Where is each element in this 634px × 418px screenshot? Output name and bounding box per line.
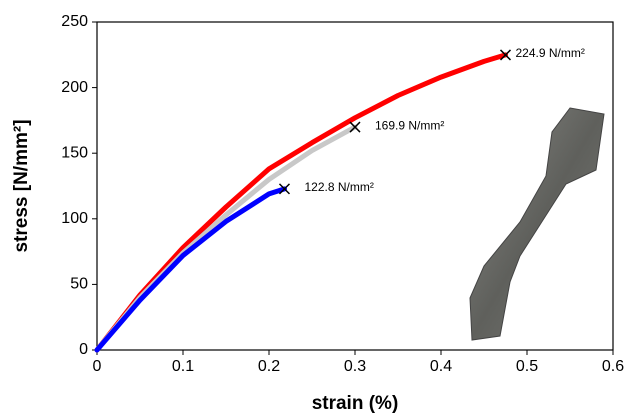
end-marker	[278, 183, 291, 195]
y-tick-label: 150	[61, 144, 88, 161]
specimen-photo	[469, 107, 605, 341]
annotation-label: 122.8 N/mm²	[304, 180, 373, 194]
end-marker	[499, 49, 512, 61]
x-tick-label: 0.2	[258, 358, 280, 375]
x-tick-label: 0.3	[344, 358, 366, 375]
y-tick-label: 50	[70, 276, 88, 293]
series-line	[94, 186, 287, 353]
y-tick-label: 100	[61, 210, 88, 227]
x-tick-label: 0.6	[602, 358, 624, 375]
series-line	[94, 52, 508, 353]
y-tick-label: 250	[61, 13, 88, 30]
x-tick-label: 0.5	[516, 358, 538, 375]
y-axis-label: stress [N/mm²]	[11, 119, 32, 252]
annotation-label: 169.9 N/mm²	[375, 118, 444, 132]
x-tick-label: 0.1	[172, 358, 194, 375]
y-tick-label: 0	[79, 341, 88, 358]
x-axis-label: strain (%)	[312, 393, 399, 414]
series-line	[94, 124, 358, 353]
x-tick-label: 0.4	[430, 358, 452, 375]
y-tick-label: 200	[61, 79, 88, 96]
end-marker	[349, 121, 361, 133]
x-tick-label: 0	[93, 358, 102, 375]
annotation-label: 224.9 N/mm²	[516, 46, 585, 60]
